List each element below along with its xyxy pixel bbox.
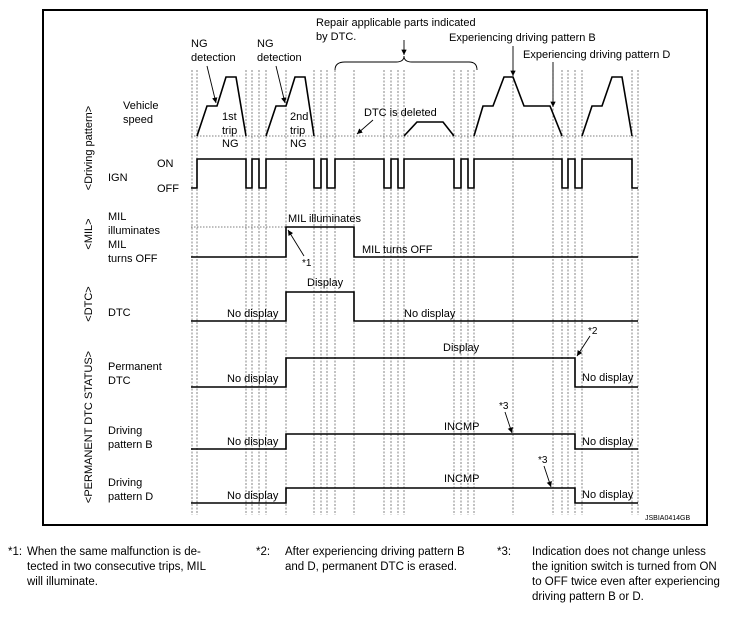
note2-mark: *2 bbox=[588, 326, 598, 337]
row-mil: turns OFF bbox=[108, 253, 158, 265]
note3-arrow bbox=[504, 411, 513, 434]
ng-detection-1: detection bbox=[191, 52, 236, 64]
pattern-b-signal bbox=[191, 433, 638, 450]
group-driving-pattern: <Driving pattern> bbox=[83, 106, 95, 190]
note3-mark: *3 bbox=[499, 401, 509, 412]
vehicle-speed-bump bbox=[403, 121, 455, 137]
group-mil: <MIL> bbox=[83, 218, 95, 249]
repair-brace bbox=[334, 55, 478, 71]
trip1-label: trip bbox=[222, 125, 237, 137]
permanent-no-display-label: No display bbox=[582, 372, 634, 384]
pattern-d-no-display-label: No display bbox=[227, 490, 279, 502]
vehicle-speed-trip1 bbox=[196, 76, 247, 137]
permanent-dtc-signal bbox=[191, 357, 638, 388]
trip1-label: 1st bbox=[222, 111, 237, 123]
trip2-label: 2nd bbox=[290, 111, 308, 123]
group-permanent-dtc-status: <PERMANENT DTC STATUS> bbox=[83, 351, 95, 503]
row-vehicle-speed: Vehicle bbox=[123, 100, 158, 112]
dtc-signal bbox=[191, 291, 638, 322]
row-ign: IGN bbox=[108, 172, 128, 184]
pattern-d-incmp-label: INCMP bbox=[444, 473, 479, 485]
ign-off-label: OFF bbox=[157, 183, 179, 195]
mil-turns-off-label: MIL turns OFF bbox=[362, 244, 433, 256]
dtc-no-display-label: No display bbox=[404, 308, 456, 320]
row-pattern-d: Driving bbox=[108, 477, 142, 489]
ng-arrow-2 bbox=[275, 65, 287, 104]
ng-detection-2: NG bbox=[257, 38, 274, 50]
ign-signal bbox=[191, 158, 638, 189]
footnote-line: After experiencing driving pattern B bbox=[285, 546, 465, 558]
mil-illuminates-label: MIL illuminates bbox=[288, 213, 361, 225]
repair-note: Repair applicable parts indicated bbox=[316, 17, 476, 29]
ign-on-label: ON bbox=[157, 158, 174, 170]
footnote-1-mark: *1: bbox=[8, 546, 23, 558]
footnote-line: Indication does not change unless bbox=[532, 546, 706, 558]
row-pattern-b: Driving bbox=[108, 425, 142, 437]
pattern-b-no-display-label: No display bbox=[582, 436, 634, 448]
row-mil: MIL bbox=[108, 239, 126, 251]
note3-arrow bbox=[543, 465, 552, 488]
row-mil: illuminates bbox=[108, 225, 160, 237]
row-permanent-dtc: DTC bbox=[108, 375, 131, 387]
pattern-d-signal bbox=[191, 487, 638, 504]
pattern-d-no-display-label: No display bbox=[582, 489, 634, 501]
ng-detection-2: detection bbox=[257, 52, 302, 64]
note2-arrow bbox=[576, 335, 591, 357]
row-permanent-dtc: Permanent bbox=[108, 361, 162, 373]
trip1-label: NG bbox=[222, 138, 239, 150]
ng-arrow-1 bbox=[206, 65, 218, 104]
row-pattern-d: pattern D bbox=[108, 491, 153, 503]
footnote-line: the ignition switch is turned from ON bbox=[532, 561, 717, 573]
figure-code: JSBIA0414GB bbox=[645, 515, 690, 522]
footnote-3: Indication does not change unless the ig… bbox=[532, 545, 720, 605]
exp-pattern-d-label: Experiencing driving pattern D bbox=[523, 49, 670, 61]
vehicle-speed-pattern-b bbox=[473, 76, 563, 137]
footnote-line: driving pattern B or D. bbox=[532, 591, 644, 603]
footnote-2: After experiencing driving pattern B and… bbox=[285, 545, 465, 575]
dtc-deleted-arrow bbox=[356, 119, 374, 135]
pattern-b-no-display-label: No display bbox=[227, 436, 279, 448]
repair-note: by DTC. bbox=[316, 31, 356, 43]
footnote-line: When the same malfunction is de- bbox=[27, 546, 201, 558]
footnote-line: will illuminate. bbox=[27, 576, 98, 588]
footnote-2-mark: *2: bbox=[256, 546, 271, 558]
row-mil: MIL bbox=[108, 211, 126, 223]
trip2-label: trip bbox=[290, 125, 305, 137]
footnote-line: tected in two consecutive trips, MIL bbox=[27, 561, 206, 573]
vehicle-speed-pattern-d bbox=[581, 76, 633, 137]
permanent-display-label: Display bbox=[443, 342, 480, 354]
diagram-frame bbox=[42, 9, 708, 526]
footnote-1: When the same malfunction is de- tected … bbox=[27, 545, 206, 590]
footnote-line: to OFF twice even after experiencing bbox=[532, 576, 720, 588]
trip2-label: NG bbox=[290, 138, 307, 150]
note1-arrow bbox=[287, 229, 305, 257]
pattern-b-incmp-label: INCMP bbox=[444, 421, 479, 433]
ng-detection-1: NG bbox=[191, 38, 208, 50]
row-vehicle-speed: speed bbox=[123, 114, 153, 126]
row-pattern-b: pattern B bbox=[108, 439, 153, 451]
mil-signal bbox=[191, 226, 638, 258]
time-gridlines bbox=[191, 70, 639, 515]
footnote-line: and D, permanent DTC is erased. bbox=[285, 561, 457, 573]
note1-mark: *1 bbox=[302, 258, 312, 269]
note3-mark: *3 bbox=[538, 455, 548, 466]
vehicle-speed-trip2 bbox=[265, 76, 315, 137]
footnote-3-mark: *3: bbox=[497, 546, 512, 558]
permanent-no-display-label: No display bbox=[227, 373, 279, 385]
group-dtc: <DTC> bbox=[83, 286, 95, 321]
dtc-display-label: Display bbox=[307, 277, 344, 289]
dtc-no-display-label: No display bbox=[227, 308, 279, 320]
exp-pattern-b-label: Experiencing driving pattern B bbox=[449, 32, 596, 44]
row-dtc: DTC bbox=[108, 307, 131, 319]
dtc-deleted-label: DTC is deleted bbox=[364, 107, 437, 119]
